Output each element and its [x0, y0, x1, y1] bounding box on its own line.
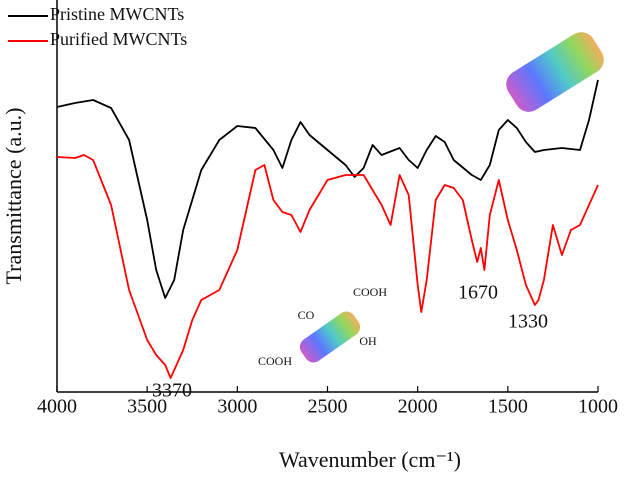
- x-tick-label: 1500: [488, 396, 528, 418]
- x-tick-label: 1000: [578, 396, 618, 418]
- annotation: 3370: [152, 380, 192, 402]
- nanotube-inset: [299, 311, 361, 363]
- x-tick-label: 2500: [308, 396, 348, 418]
- annotation: 1670: [458, 282, 498, 304]
- series-line: [56, 79, 599, 299]
- nanotube-top: [506, 32, 604, 112]
- x-tick-label: 3500: [127, 396, 167, 418]
- legend-label: Purified MWCNTs: [50, 29, 187, 49]
- nanotube-body: [506, 32, 604, 112]
- x-tick-label: 4000: [37, 396, 77, 418]
- legend-label: Pristine MWCNTs: [50, 4, 184, 24]
- x-tick-label: 2000: [398, 396, 438, 418]
- x-tick-label: 3000: [217, 396, 257, 418]
- inset-label: OH: [359, 334, 377, 348]
- nanotube-body: [299, 311, 361, 363]
- inset-label: COOH: [258, 354, 292, 368]
- inset-label: COOH: [353, 285, 387, 299]
- y-axis-label: Transmittance (a.u.): [1, 108, 26, 285]
- annotation: 1330: [508, 311, 548, 333]
- x-axis-label: Wavenumber (cm⁻¹): [279, 447, 461, 472]
- inset-label: CO: [298, 308, 315, 322]
- series-line: [56, 154, 599, 379]
